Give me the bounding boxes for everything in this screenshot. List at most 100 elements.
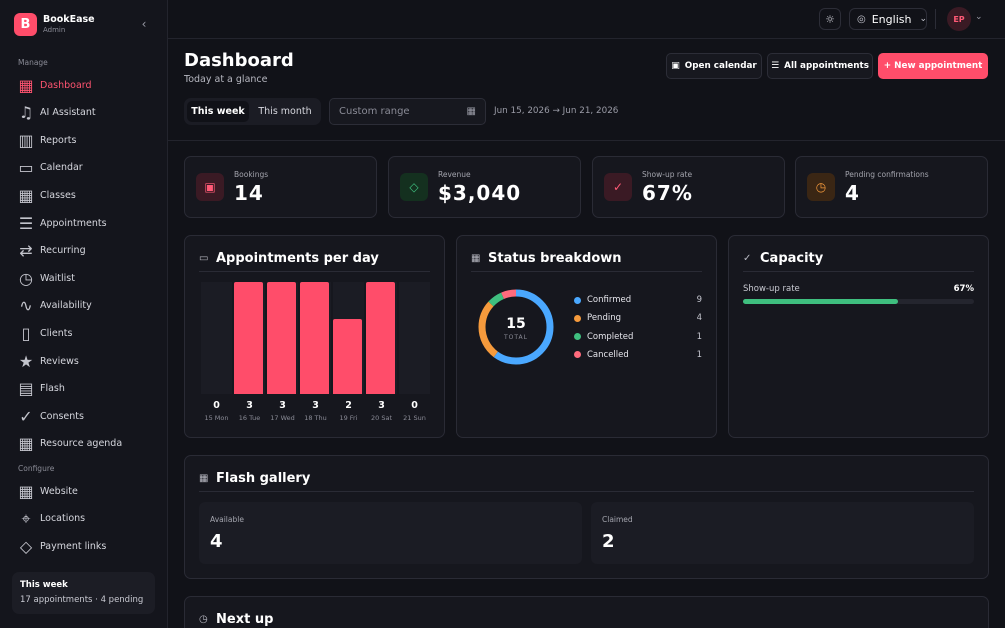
sidebar-item-resource-agenda[interactable]: ▦ Resource agenda — [12, 433, 156, 455]
legend-dot — [574, 333, 581, 341]
capacity-progress-track — [743, 299, 974, 304]
capacity-label: Show-up rate — [743, 284, 800, 294]
stat-value: $3,040 — [438, 181, 522, 205]
range-this-month-button[interactable]: This month — [258, 106, 312, 117]
panel-title: Flash gallery — [216, 471, 311, 486]
week-summary-title: This week — [20, 580, 68, 590]
bar-category-label: 17 Wed — [270, 414, 295, 422]
sidebar-item-label: Calendar — [40, 162, 83, 174]
bar-category-label: 21 Sun — [403, 414, 426, 422]
legend-value: 1 — [696, 349, 702, 360]
language-value: English — [871, 12, 912, 26]
header-divider — [168, 140, 1005, 141]
bar-value-label: 3 — [312, 400, 319, 411]
capacity-value: 67% — [953, 284, 974, 294]
next-up-panel: ◷ Next up — [184, 596, 989, 628]
list-icon: ☰ — [771, 61, 780, 71]
sidebar-item-website[interactable]: ▦ Website — [12, 480, 156, 502]
clipboard-icon: ▯ — [21, 323, 31, 343]
chart-bar[interactable] — [333, 319, 362, 394]
flash-gallery-panel: ▦ Flash gallery Available 4 Claimed 2 — [184, 455, 989, 579]
sidebar-item-flash[interactable]: ▤ Flash — [12, 378, 156, 400]
bar-category-label: 20 Sat — [371, 414, 392, 422]
sidebar-item-reports[interactable]: ▥ Reports — [12, 129, 156, 151]
all-appointments-button[interactable]: ☰ All appointments — [767, 53, 873, 79]
bar-category-label: 18 Thu — [304, 414, 327, 422]
panel-title: Appointments per day — [216, 251, 379, 266]
user-avatar[interactable]: EP — [947, 7, 971, 31]
flash-claimed-card[interactable]: Claimed 2 — [591, 502, 974, 564]
chart-bar[interactable] — [234, 282, 263, 394]
open-calendar-button[interactable]: ▣ Open calendar — [666, 53, 762, 79]
sidebar-item-dashboard[interactable]: ▦ Dashboard — [12, 74, 156, 96]
star-icon: ★ — [18, 351, 34, 371]
grid-icon: ▦ — [18, 434, 34, 454]
stat-card-pending-confirmations: ◷ Pending confirmations 4 — [795, 156, 988, 218]
sidebar-item-label: Website — [40, 485, 78, 497]
bar-column-background — [234, 282, 265, 394]
bar-value-label: 0 — [411, 400, 418, 411]
panel-title: Next up — [216, 612, 274, 627]
capacity-progress-fill — [743, 299, 898, 304]
donut-slice-pending[interactable] — [478, 289, 554, 365]
sidebar-item-reviews[interactable]: ★ Reviews — [12, 350, 156, 372]
bell-icon: ♫ — [18, 103, 34, 123]
collapse-sidebar-chevron-left-icon[interactable]: ‹ — [141, 17, 147, 31]
sidebar-item-locations[interactable]: ⌖ Locations — [12, 508, 156, 530]
donut-slice-confirmed[interactable] — [478, 289, 554, 365]
sidebar-item-ai-assistant[interactable]: ♫ AI Assistant — [12, 102, 156, 124]
status-donut-chart: 15 TOTAL — [478, 289, 554, 365]
clock-icon: ◷ — [19, 268, 33, 288]
legend-item-pending: Pending 4 — [574, 312, 702, 324]
sidebar-item-recurring[interactable]: ⇄ Recurring — [12, 240, 156, 262]
week-summary-card: This week 17 appointments · 4 pending — [12, 572, 155, 614]
new-appointment-button[interactable]: + New appointment — [878, 53, 988, 79]
panel-title: Capacity — [760, 251, 824, 266]
globe-icon: ◎ — [857, 13, 866, 25]
list-icon: ☰ — [18, 213, 34, 233]
check-icon: ✓ — [19, 406, 33, 426]
chart-bar[interactable] — [300, 282, 329, 394]
sidebar-item-classes[interactable]: ▦ Classes — [12, 184, 156, 206]
sidebar-item-label: Flash — [40, 383, 65, 395]
sidebar-item-waitlist[interactable]: ◷ Waitlist — [12, 267, 156, 289]
bar-column-background — [300, 282, 331, 394]
language-select[interactable]: ◎ English ⌄ — [849, 8, 927, 30]
open-calendar-label: Open calendar — [684, 61, 757, 71]
theme-toggle-sun-icon[interactable]: ☼ — [819, 8, 841, 30]
chart-bar[interactable] — [366, 282, 395, 394]
calendar-icon: ▭ — [18, 158, 34, 178]
sidebar-item-label: Reviews — [40, 355, 79, 367]
appointments-bar-chart — [199, 282, 430, 394]
chart-bar[interactable] — [267, 282, 296, 394]
bar-category-label: 16 Tue — [238, 414, 261, 422]
brand-role: Admin — [43, 26, 66, 34]
sidebar-item-calendar[interactable]: ▭ Calendar — [12, 157, 156, 179]
flash-claimed-label: Claimed — [602, 515, 633, 524]
flash-available-value: 4 — [210, 531, 223, 552]
panel-divider — [471, 271, 702, 272]
stat-value: 4 — [845, 181, 860, 205]
legend-dot — [574, 314, 581, 322]
sidebar-item-label: Consents — [40, 410, 84, 422]
range-this-week-button[interactable]: This week — [187, 101, 249, 122]
sidebar-item-payment-links[interactable]: ◇ Payment links — [12, 535, 156, 557]
brand[interactable]: B BookEase Admin — [14, 13, 95, 36]
stat-label: Show-up rate — [642, 170, 693, 179]
panel-divider — [199, 491, 974, 492]
sidebar-item-availability[interactable]: ∿ Availability — [12, 295, 156, 317]
sidebar-item-appointments[interactable]: ☰ Appointments — [12, 212, 156, 234]
sidebar-item-clients[interactable]: ▯ Clients — [12, 322, 156, 344]
pin-icon: ⌖ — [21, 508, 31, 528]
sidebar-item-label: Reports — [40, 134, 77, 146]
status-breakdown-panel: ▦ Status breakdown 15 TOTAL Confirmed 9 Pe… — [456, 235, 717, 438]
custom-range-input[interactable]: Custom range ▦ — [329, 98, 486, 125]
legend-item-confirmed: Confirmed 9 — [574, 294, 702, 306]
topbar: ☼ ◎ English ⌄ EP ⌄ — [168, 0, 1005, 39]
avatar-chevron-down-icon[interactable]: ⌄ — [975, 12, 983, 22]
sidebar-item-label: Recurring — [40, 245, 86, 257]
sidebar-item-label: Clients — [40, 327, 73, 339]
sidebar-item-consents[interactable]: ✓ Consents — [12, 405, 156, 427]
flash-available-card[interactable]: Available 4 — [199, 502, 582, 564]
